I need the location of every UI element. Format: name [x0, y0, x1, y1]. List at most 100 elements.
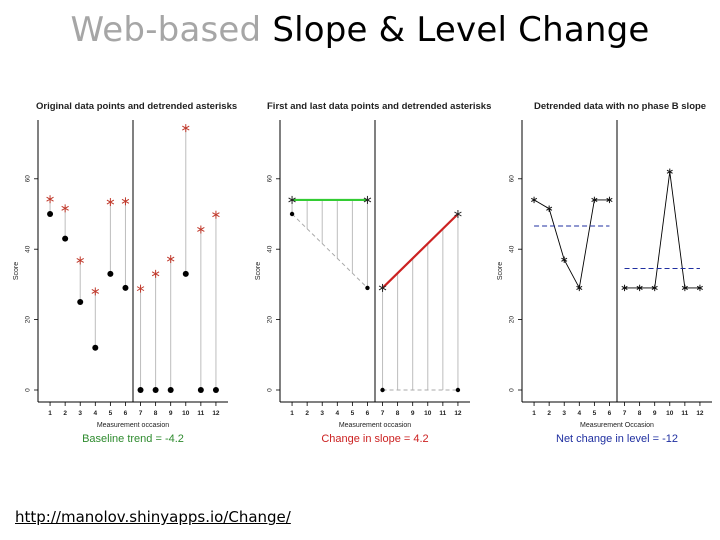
- detrended-asterisk: [378, 283, 387, 292]
- x-tick-label: 11: [681, 410, 688, 417]
- x-tick-label: 2: [63, 410, 67, 417]
- detrended-asterisk: [212, 210, 220, 219]
- asterisk-stroke: [378, 285, 387, 291]
- y-axis-label: Score: [497, 262, 504, 280]
- asterisk-stroke: [546, 206, 553, 211]
- x-tick-label: 5: [109, 410, 113, 417]
- asterisk-stroke: [166, 256, 175, 262]
- data-asterisk: [696, 284, 703, 292]
- data-point: [212, 387, 219, 393]
- x-tick-label: 8: [396, 410, 400, 417]
- treatment-slope-line: [381, 213, 459, 289]
- data-point: [455, 387, 461, 393]
- x-tick-label: 8: [638, 410, 642, 417]
- x-axis-label: Measurement occasion: [97, 422, 169, 429]
- x-tick-label: 1: [48, 410, 52, 417]
- detrended-asterisk: [46, 195, 54, 204]
- y-tick-label: 40: [509, 245, 516, 253]
- chart-annotation: Baseline trend = -4.2: [82, 433, 184, 445]
- x-tick-label: 2: [305, 410, 309, 417]
- x-tick-label: 3: [562, 410, 566, 417]
- asterisk-stroke: [454, 211, 462, 217]
- x-tick-label: 10: [182, 410, 190, 417]
- x-tick-label: 9: [653, 410, 657, 417]
- data-asterisk: [621, 284, 628, 292]
- data-point: [47, 211, 54, 217]
- detrended-asterisk: [166, 255, 175, 264]
- data-point: [92, 344, 99, 351]
- y-axis-label: Score: [13, 262, 20, 280]
- data-asterisk: [546, 205, 553, 212]
- chart-panel-3: Detrended data with no phase B slope 0 20 4…: [497, 101, 712, 445]
- x-tick-label: 4: [335, 410, 339, 417]
- slide-title: Web-based Slope & Level Change: [0, 10, 720, 50]
- title-grey-part: Web-based: [70, 10, 262, 50]
- x-tick-label: 7: [139, 410, 143, 417]
- asterisk-stroke: [591, 197, 598, 202]
- detrended-asterisk: [288, 195, 296, 204]
- asterisk-stroke: [606, 197, 613, 202]
- x-tick-label: 11: [439, 410, 446, 417]
- detrended-asterisk: [121, 197, 130, 206]
- x-tick-label: 10: [424, 410, 432, 417]
- data-asterisk: [576, 284, 583, 292]
- chart-panel-2: First and last data points and detrended…: [255, 101, 491, 445]
- y-tick-label: 60: [509, 175, 516, 183]
- detrended-asterisk: [61, 204, 69, 213]
- chart-title: Detrended data with no phase B slope: [534, 101, 706, 112]
- asterisk-stroke: [91, 289, 100, 294]
- data-asterisk: [606, 196, 613, 204]
- detrended-asterisk: [197, 225, 205, 234]
- asterisk-stroke: [651, 285, 658, 290]
- x-tick-label: 1: [532, 410, 536, 417]
- data-point: [197, 387, 204, 393]
- chart-annotation: Net change in level = -12: [556, 433, 678, 445]
- data-asterisk: [636, 284, 643, 292]
- data-point: [122, 284, 129, 291]
- asterisk-stroke: [621, 285, 628, 290]
- detrended-asterisk: [76, 256, 84, 265]
- y-axis-label: Score: [255, 262, 262, 280]
- asterisk-stroke: [61, 205, 69, 211]
- x-tick-label: 9: [169, 410, 173, 417]
- x-tick-label: 6: [608, 410, 612, 417]
- data-point: [62, 235, 69, 242]
- data-point: [137, 387, 144, 393]
- detrended-asterisk: [106, 198, 115, 207]
- data-point: [152, 387, 159, 393]
- x-tick-label: 9: [411, 410, 415, 417]
- data-asterisk: [681, 284, 688, 292]
- detrended-asterisk: [91, 287, 100, 296]
- y-tick-label: 40: [267, 245, 274, 253]
- y-tick-label: 40: [25, 245, 32, 253]
- source-link[interactable]: http://manolov.shinyapps.io/Change/: [15, 508, 291, 526]
- x-tick-label: 7: [623, 410, 627, 417]
- asterisk-stroke: [212, 212, 220, 218]
- data-asterisk: [591, 196, 598, 204]
- asterisk-stroke: [76, 258, 84, 263]
- asterisk-stroke: [531, 197, 538, 202]
- data-point: [107, 270, 114, 277]
- chart-annotation: Change in slope = 4.2: [321, 433, 428, 445]
- title-black-part: Slope & Level Change: [272, 10, 650, 50]
- x-tick-label: 1: [290, 410, 294, 417]
- x-tick-label: 3: [78, 410, 82, 417]
- detrended-asterisk: [454, 210, 462, 218]
- x-tick-label: 10: [666, 410, 674, 417]
- x-tick-label: 11: [197, 410, 204, 417]
- data-asterisk: [666, 168, 673, 175]
- asterisk-stroke: [636, 285, 643, 290]
- x-tick-label: 12: [454, 410, 462, 417]
- asterisk-stroke: [182, 125, 190, 131]
- asterisk-stroke: [121, 198, 130, 204]
- data-point: [289, 211, 295, 217]
- asterisk-stroke: [681, 285, 688, 290]
- y-tick-label: 20: [267, 316, 274, 324]
- asterisk-stroke: [666, 169, 673, 174]
- x-tick-label: 12: [212, 410, 220, 417]
- data-point: [182, 270, 189, 277]
- asterisk-stroke: [151, 271, 160, 277]
- baseline-trend-dashed: [291, 213, 368, 289]
- detrended-asterisk: [151, 269, 160, 278]
- data-point: [167, 387, 174, 393]
